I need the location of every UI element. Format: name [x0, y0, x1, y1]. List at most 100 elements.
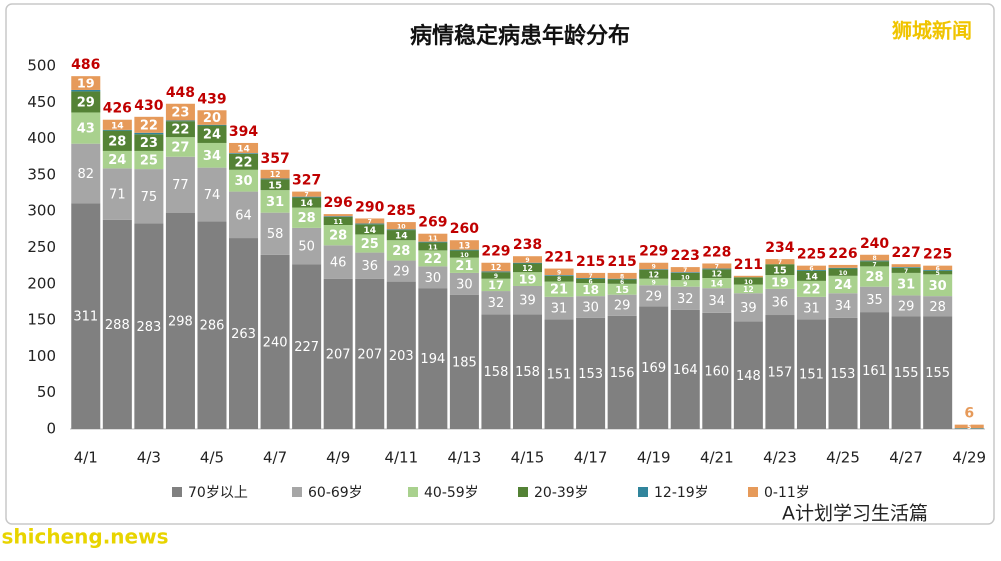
bar-segment — [670, 267, 700, 273]
total-label: 269 — [418, 215, 447, 231]
bar-segment — [355, 223, 385, 225]
segment-label: 15 — [268, 181, 282, 192]
segment-label: 24 — [834, 278, 852, 293]
bar-segment — [607, 278, 637, 280]
segment-label: 32 — [488, 296, 505, 311]
bar-segment — [733, 293, 763, 322]
segment-label: 25 — [361, 237, 379, 252]
bar-segment — [355, 278, 385, 429]
bar-segment — [481, 271, 511, 273]
segment-label: 23 — [171, 106, 189, 121]
bar-segment — [860, 261, 890, 267]
x-tick-label: 4/5 — [200, 449, 224, 467]
segment-label: 10 — [839, 270, 848, 277]
total-label: 327 — [292, 173, 321, 189]
segment-label: 34 — [835, 299, 852, 314]
bar-segment — [197, 142, 227, 168]
bar-segment — [323, 224, 353, 246]
bar-segment — [134, 169, 164, 224]
bar-segment — [71, 91, 101, 113]
bar-segment — [860, 260, 890, 262]
segment-label: 185 — [452, 355, 477, 370]
legend-swatch — [292, 487, 302, 497]
segment-label: 43 — [77, 122, 95, 137]
total-label: 234 — [765, 240, 794, 256]
bar-segment — [386, 230, 416, 241]
total-label: 223 — [671, 248, 700, 264]
legend-label: 60-69岁 — [308, 485, 363, 501]
bar-segment — [860, 312, 890, 429]
segment-label: 8 — [620, 273, 624, 280]
segment-label: 12 — [648, 270, 659, 279]
segment-label: 10 — [681, 275, 690, 282]
bar-segment — [765, 259, 795, 265]
segment-label: 164 — [673, 363, 698, 378]
bar-segment — [733, 321, 763, 429]
bar-segment — [733, 275, 763, 278]
segment-label: 29 — [645, 289, 662, 304]
chart-title: 病情稳定病患年龄分布 — [410, 23, 630, 49]
bar-segment — [71, 203, 101, 429]
segment-label: 25 — [140, 154, 158, 169]
bar-segment — [197, 167, 227, 222]
segment-label: 14 — [395, 231, 408, 242]
bar-segment — [796, 270, 826, 271]
bar-segment — [197, 124, 227, 126]
bar-segment — [796, 265, 826, 271]
bar-segment — [229, 169, 259, 192]
bar-segment — [828, 275, 858, 294]
segment-label: 161 — [862, 364, 887, 379]
segment-label: 153 — [578, 367, 603, 382]
segment-label: 14 — [237, 144, 250, 155]
bar-segment — [449, 272, 479, 295]
segment-label: 27 — [171, 140, 189, 155]
segment-label: 7 — [305, 192, 309, 199]
bar-segment — [449, 250, 479, 258]
bar-segment — [355, 218, 385, 224]
bar-segment — [576, 317, 606, 429]
bar-segment — [544, 275, 574, 276]
segment-label: 12 — [743, 285, 754, 294]
segment-label: 5 — [967, 424, 971, 431]
bar-segment — [165, 103, 195, 121]
segment-label: 7 — [872, 261, 876, 268]
total-label: 394 — [229, 124, 258, 140]
segment-label: 11 — [428, 235, 438, 243]
segment-label: 263 — [231, 327, 256, 342]
total-label: 260 — [450, 221, 479, 237]
segment-label: 11 — [428, 243, 438, 251]
segment-label: 74 — [204, 188, 221, 203]
bar-segment — [544, 296, 574, 320]
segment-label: 30 — [456, 277, 473, 292]
segment-label: 71 — [109, 188, 126, 203]
segment-label: 7 — [778, 259, 782, 266]
bar-segment — [134, 150, 164, 170]
segment-label: 286 — [200, 319, 225, 334]
bar-segment — [923, 265, 953, 271]
segment-label: 7 — [683, 267, 687, 274]
segment-label: 207 — [357, 347, 382, 362]
legend-label: 0-11岁 — [764, 485, 810, 501]
y-tick-label: 300 — [27, 202, 56, 220]
total-label: 228 — [702, 244, 731, 260]
bar-segment — [418, 288, 448, 429]
bar-segment — [323, 217, 353, 225]
bar-segment — [512, 263, 543, 273]
segment-label: 22 — [171, 123, 189, 138]
segment-label: 30 — [425, 271, 442, 286]
y-tick-label: 250 — [27, 238, 56, 256]
segment-label: 30 — [929, 279, 947, 294]
bar-segment — [165, 120, 195, 122]
segment-label: 5 — [936, 270, 940, 277]
bar-segment — [134, 223, 164, 429]
segment-label: 156 — [610, 366, 635, 381]
bar-segment — [891, 267, 921, 273]
legend-label: 20-39岁 — [534, 485, 589, 501]
bar-segment — [165, 212, 195, 429]
segment-label: 21 — [455, 259, 473, 274]
segment-label: 157 — [767, 366, 792, 381]
bar-segment — [102, 130, 132, 151]
segment-label: 19 — [771, 275, 789, 290]
segment-label: 8 — [557, 276, 561, 283]
bar-segment — [576, 277, 606, 279]
